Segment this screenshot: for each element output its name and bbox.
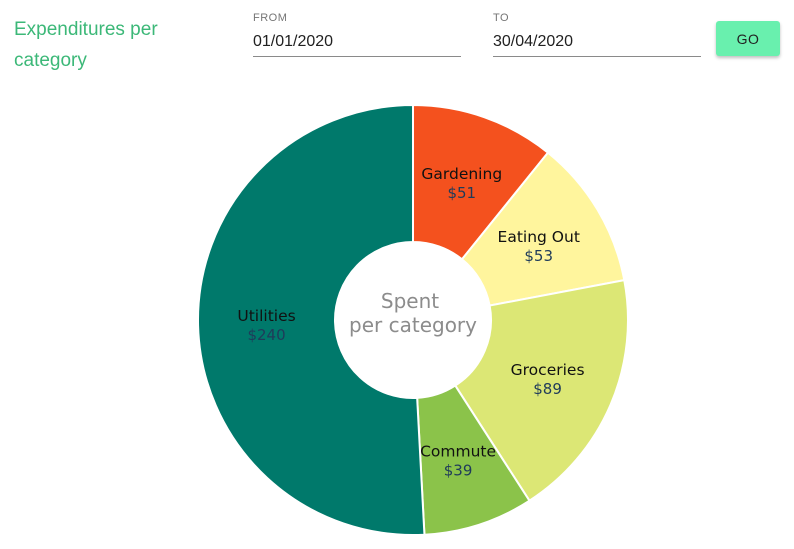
slice-value-label: $39 bbox=[444, 461, 473, 479]
chart-labels: Gardening$51 Eating Out$53 Groceries$89 Com… bbox=[237, 165, 584, 480]
go-button[interactable]: GO bbox=[716, 21, 780, 56]
slice-value-label: $53 bbox=[524, 247, 553, 265]
slice-label: Utilities bbox=[237, 307, 295, 325]
slice-label: Gardening bbox=[421, 165, 502, 183]
from-label: FROM bbox=[253, 12, 288, 24]
slice-value-label: $89 bbox=[533, 380, 562, 398]
center-label-line1: Spent bbox=[381, 289, 439, 313]
slice-label: Commute bbox=[420, 442, 496, 460]
chart-slices bbox=[196, 103, 629, 536]
donut-hole bbox=[335, 242, 491, 398]
slice-value-label: $51 bbox=[447, 184, 476, 202]
slice-label: Groceries bbox=[511, 361, 585, 379]
from-date-input[interactable]: 01/01/2020 bbox=[253, 24, 461, 57]
center-label-line2: per category bbox=[349, 313, 477, 337]
to-label: TO bbox=[493, 12, 510, 24]
to-date-field[interactable]: TO 30/04/2020 bbox=[493, 12, 701, 57]
slice-label: Eating Out bbox=[498, 228, 580, 246]
page-title: Expenditures per category bbox=[14, 19, 158, 71]
slice-value-label: $240 bbox=[247, 326, 285, 344]
from-date-field[interactable]: FROM 01/01/2020 bbox=[253, 12, 461, 57]
to-date-input[interactable]: 30/04/2020 bbox=[493, 24, 701, 57]
